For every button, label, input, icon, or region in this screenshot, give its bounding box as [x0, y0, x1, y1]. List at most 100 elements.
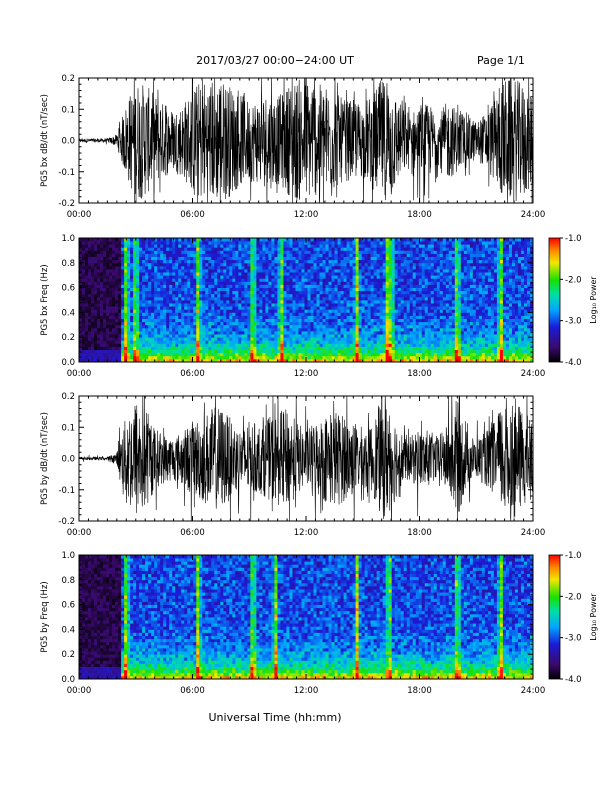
spectrogram-cell: [307, 312, 311, 316]
spectrogram-cell: [352, 250, 357, 254]
spectrogram-cell: [412, 343, 417, 347]
spectrogram-cell: [124, 290, 128, 295]
spectrogram-cell: [298, 303, 302, 307]
spectrogram-cell: [382, 303, 387, 307]
spectrogram-cell: [334, 275, 338, 279]
spectrogram-cell: [226, 306, 230, 310]
spectrogram-cell: [415, 321, 420, 326]
spectrogram-cell: [421, 259, 426, 264]
spectrogram-cell: [94, 290, 98, 295]
spectrogram-cell: [217, 238, 221, 242]
spectrogram-cell: [274, 259, 278, 264]
spectrogram-cell: [88, 318, 92, 323]
spectrogram-cell: [355, 346, 360, 350]
spectrogram-cell: [208, 259, 212, 264]
spectrogram-cell: [196, 272, 200, 276]
spectrogram-cell: [280, 287, 284, 292]
spectrogram-cell: [280, 269, 284, 273]
spectrogram-cell: [178, 318, 182, 323]
spectrogram-cell: [403, 349, 408, 354]
spectrogram-cell: [397, 321, 402, 326]
spectrogram-cell: [304, 306, 308, 310]
spectrogram-cell: [325, 284, 329, 288]
spectrogram-cell: [166, 321, 170, 326]
spectrogram-cell: [127, 334, 131, 338]
spectrogram-cell: [430, 241, 435, 245]
spectrogram-cell: [382, 318, 387, 323]
spectrogram-cell: [394, 309, 399, 313]
spectrogram-cell: [373, 300, 378, 304]
spectrogram-cell: [382, 253, 387, 257]
spectrogram-cell: [85, 309, 89, 313]
spectrogram-cell: [439, 337, 444, 341]
spectrogram-cell: [259, 253, 263, 257]
spectrogram-cell: [175, 259, 179, 264]
spectrogram-cell: [271, 278, 275, 282]
spectrogram-cell: [367, 290, 372, 295]
spectrogram-cell: [244, 238, 248, 242]
spectrogram-cell: [349, 309, 354, 313]
spectrogram-cell: [328, 306, 332, 310]
spectrogram-cell: [433, 346, 438, 350]
spectrogram-cell: [292, 293, 296, 298]
spectrogram-cell: [349, 334, 354, 338]
spectrogram-cell: [118, 355, 122, 360]
spectrogram-cell: [166, 331, 170, 335]
spectrogram-cell: [94, 352, 98, 357]
spectrogram-cell: [205, 284, 209, 288]
spectrogram-cell: [310, 300, 314, 304]
spectrogram-cell: [178, 269, 182, 273]
spectrogram-cell: [325, 290, 329, 295]
spectrogram-cell: [277, 306, 281, 310]
spectrogram-cell: [277, 309, 281, 313]
spectrogram-cell: [397, 346, 402, 350]
spectrogram-cell: [286, 269, 290, 273]
spectrogram-cell: [283, 272, 287, 276]
spectrogram-cell: [298, 272, 302, 276]
spectrogram-cell: [397, 259, 402, 264]
spectrogram-cell: [256, 259, 260, 264]
spectrogram-cell: [331, 259, 335, 264]
spectrogram-cell: [232, 284, 236, 288]
spectrogram-cell: [352, 309, 357, 313]
spectrogram-cell: [121, 306, 125, 310]
spectrogram-cell: [94, 275, 98, 279]
spectrogram-cell: [199, 312, 203, 316]
spectrogram-cell: [277, 340, 281, 344]
spectrogram-cell: [220, 281, 224, 285]
spectrogram-cell: [394, 281, 399, 285]
spectrogram-cell: [82, 287, 86, 292]
spectrogram-cell: [283, 278, 287, 282]
spectrogram-cell: [85, 278, 89, 282]
spectrogram-cell: [412, 327, 417, 332]
spectrogram-cell: [139, 253, 143, 257]
spectrogram-cell: [97, 244, 101, 248]
spectrogram-cell: [370, 272, 375, 276]
spectrogram-cell: [355, 312, 360, 316]
spectrogram-cell: [343, 318, 347, 323]
spectrogram-cell: [271, 334, 275, 338]
spectrogram-cell: [322, 253, 326, 257]
spectrogram-cell: [154, 337, 158, 341]
spectrogram-cell: [121, 346, 125, 350]
spectrogram-cell: [235, 340, 239, 344]
spectrogram-cell: [211, 312, 215, 316]
spectrogram-cell: [223, 300, 227, 304]
spectrogram-cell: [436, 309, 441, 313]
spectrogram-cell: [286, 337, 290, 341]
spectrogram-cell: [181, 321, 185, 326]
spectrogram-cell: [121, 312, 125, 316]
spectrogram-cell: [142, 300, 146, 304]
spectrogram-cell: [265, 244, 269, 248]
spectrogram-cell: [361, 290, 366, 295]
spectrogram-cell: [433, 309, 438, 313]
spectrogram-cell: [97, 269, 101, 273]
spectrogram-cell: [403, 306, 408, 310]
spectrogram-cell: [220, 293, 224, 298]
spectrogram-cell: [283, 318, 287, 323]
spectrogram-cell: [286, 327, 290, 332]
spectrogram-cell: [106, 287, 110, 292]
spectrogram-cell: [436, 281, 441, 285]
spectrogram-cell: [130, 272, 134, 276]
spectrogram-cell: [430, 312, 435, 316]
